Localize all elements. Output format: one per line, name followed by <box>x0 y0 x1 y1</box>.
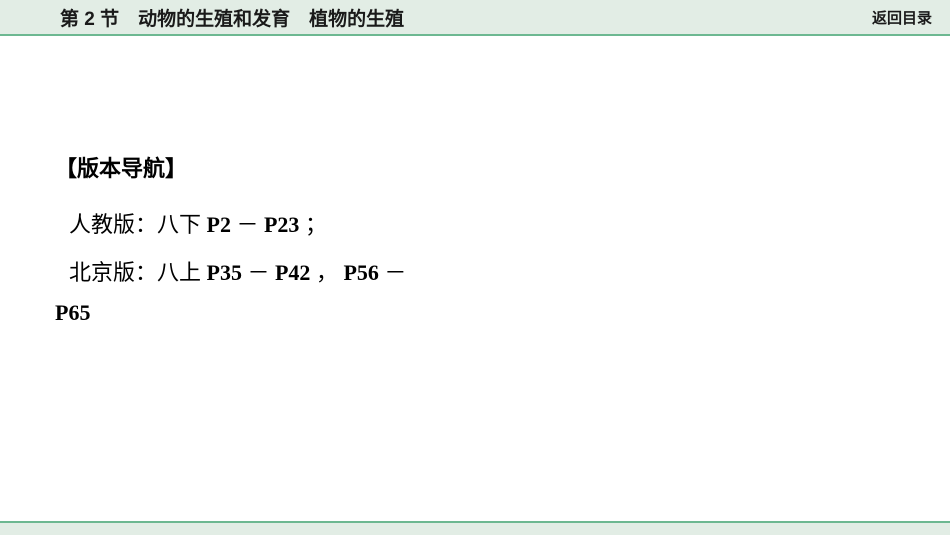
renjiao-p1: P2 <box>207 212 231 237</box>
beijing-p3: P56 <box>343 260 378 285</box>
beijing-version-line: 北京版：八上 P35 － P42 ， P56 － <box>55 249 895 297</box>
renjiao-tail: ； <box>299 212 327 237</box>
version-nav-heading: 【版本导航】 <box>55 151 895 183</box>
back-to-toc-link[interactable]: 返回目录 <box>872 7 932 28</box>
content-area: 【版本导航】 人教版：八下 P2 － P23 ； 北京版：八上 P35 － P4… <box>0 36 950 326</box>
beijing-label: 北京版：八上 <box>69 260 207 285</box>
dash-text: － <box>379 260 407 285</box>
dash-text: － <box>231 212 264 237</box>
beijing-p1: P35 <box>207 260 242 285</box>
renjiao-p2: P23 <box>264 212 299 237</box>
comma-text: ， <box>310 260 343 285</box>
beijing-continuation: P65 <box>55 300 895 326</box>
beijing-p2: P42 <box>275 260 310 285</box>
renjiao-version-line: 人教版：八下 P2 － P23 ； <box>55 201 895 249</box>
renjiao-label: 人教版：八下 <box>69 212 207 237</box>
page-title: 第 2 节 动物的生殖和发育 植物的生殖 <box>60 4 404 31</box>
dash-text: － <box>242 260 275 285</box>
footer-bar <box>0 521 950 535</box>
header-bar: 第 2 节 动物的生殖和发育 植物的生殖 返回目录 <box>0 0 950 36</box>
